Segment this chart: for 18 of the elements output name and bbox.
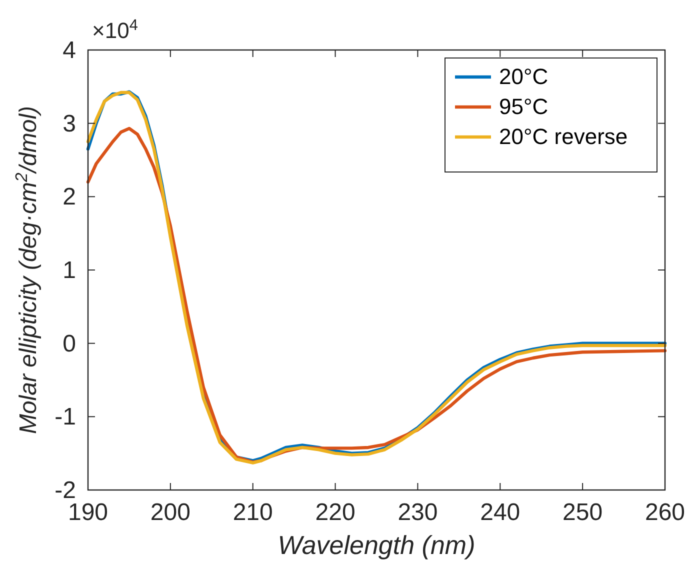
text: ×10$^{4}$: [92, 16, 138, 43]
x-axis-title: Wavelength (nm): [278, 530, 476, 560]
x-tick-label: 260: [644, 499, 686, 526]
x-tick-label: 240: [480, 499, 520, 526]
legend-label: 20°C: [499, 64, 548, 89]
y-tick-label: 2: [62, 184, 76, 211]
x-tick-label: 200: [150, 499, 190, 526]
y-tick-label: -1: [54, 404, 76, 431]
legend-label: 20°C reverse: [499, 124, 628, 149]
x-tick-label: 250: [562, 499, 603, 526]
y-tick-label: 0: [62, 330, 76, 358]
legend-label: 95°C: [499, 94, 548, 119]
y-tick-label: 4: [62, 37, 76, 64]
x-tick-label: 220: [315, 499, 356, 526]
y-tick-label: 1: [62, 257, 76, 284]
y-tick-label: 3: [62, 110, 76, 138]
x-tick-label: 210: [232, 499, 273, 526]
x-tick-label: 230: [398, 499, 438, 526]
